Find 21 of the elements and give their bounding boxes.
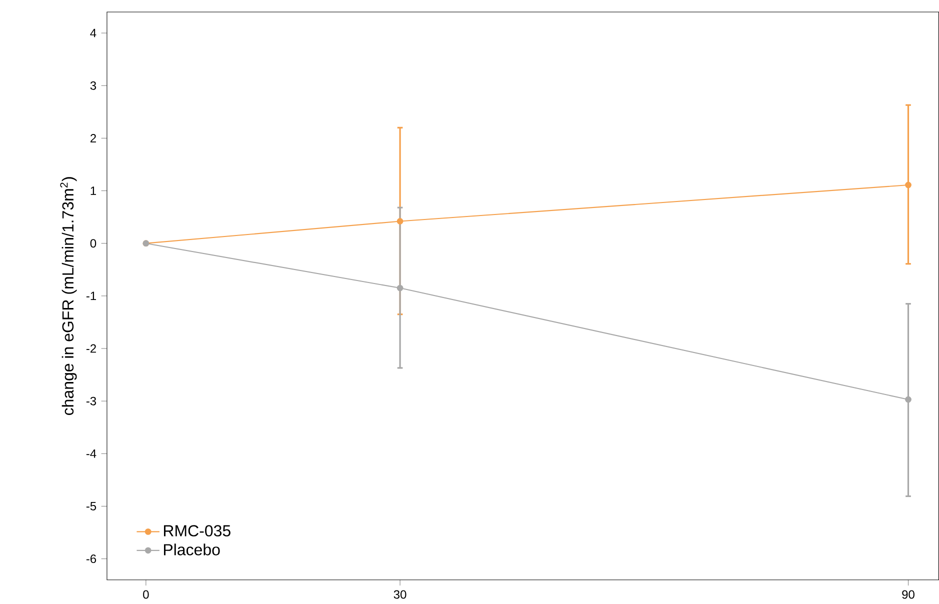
x-tick-label: 90 xyxy=(902,590,914,599)
legend-label: RMC-035 xyxy=(164,525,230,537)
y-axis-title: change in eGFR (mL/min/1.73m$^{2}$) xyxy=(60,177,77,416)
x-tick-label: 30 xyxy=(394,590,406,599)
y-tick-label: -2 xyxy=(86,344,96,353)
y-tick-label: 3 xyxy=(90,81,96,90)
point xyxy=(905,182,912,188)
x-tick-label: 0 xyxy=(143,590,149,599)
y-tick-label: 1 xyxy=(90,186,96,195)
y-tick-label: -5 xyxy=(86,502,96,510)
y-tick-label: -6 xyxy=(86,554,96,564)
y-tick-label: -3 xyxy=(86,396,96,406)
y-tick-label: 2 xyxy=(90,134,96,142)
point xyxy=(396,218,404,225)
y-tick-label: 0 xyxy=(90,239,96,248)
y-tick-label: -4 xyxy=(86,450,96,458)
point xyxy=(396,284,404,292)
y-tick-label: 4 xyxy=(90,28,96,38)
y-tick-label: -1 xyxy=(86,292,96,300)
legend-label: Placebo xyxy=(164,544,220,556)
point xyxy=(905,396,912,403)
